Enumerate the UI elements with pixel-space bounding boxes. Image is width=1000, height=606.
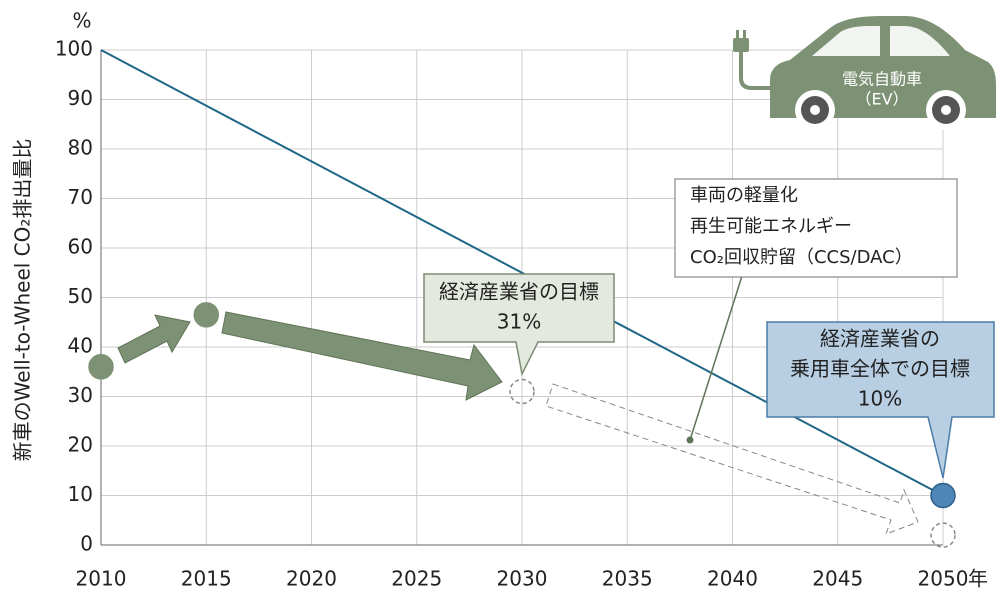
x-tick-label: 2035	[602, 567, 653, 591]
x-tick-label: 2050	[918, 567, 969, 591]
y-tick-label: 40	[68, 334, 93, 358]
marker	[930, 522, 956, 548]
y-tick-label: 90	[68, 86, 93, 110]
marker	[930, 482, 956, 509]
annotation-text: 10%	[858, 387, 902, 411]
projection-arrow	[545, 383, 919, 535]
y-tick-label: 50	[68, 284, 93, 308]
annotation-fleet-target: 経済産業省の 乗用車全体での目標 10%	[766, 321, 995, 479]
x-tick-label: 2045	[812, 567, 863, 591]
y-tick-label: 80	[68, 136, 93, 160]
x-unit: 年	[968, 567, 988, 591]
series-line	[100, 49, 944, 497]
y-tick-label: 100	[55, 37, 93, 61]
y-axis-label: 新車のWell-to-Wheel CO₂排出量比	[11, 139, 35, 462]
annotation-meti-target: 経済産業省の目標 31%	[423, 273, 615, 377]
annotation-text: 経済産業省の	[820, 327, 940, 351]
marker	[193, 302, 219, 328]
ev-icon: 電気自動車 （EV）	[733, 16, 996, 130]
x-tick-label: 2020	[286, 567, 337, 591]
x-tick-label: 2030	[497, 567, 548, 591]
y-tick-label: 0	[80, 532, 93, 556]
annotation-text: 乗用車全体での目標	[790, 357, 970, 381]
annotation-text: 再生可能エネルギー	[690, 216, 852, 237]
x-tick-label: 2040	[707, 567, 758, 591]
annotation-text: CO₂回収貯留（CCS/DAC）	[690, 247, 913, 268]
plot	[88, 49, 956, 548]
y-tick-label: 60	[68, 235, 93, 259]
x-tick-label: 2015	[181, 567, 232, 591]
x-tick-label: 2010	[76, 567, 127, 591]
y-tick-label: 20	[68, 433, 93, 457]
x-tick-label: 2025	[391, 567, 442, 591]
annotation-text: 車両の軽量化	[690, 185, 798, 206]
progress-arrow	[117, 314, 191, 364]
y-tick-label: 30	[68, 383, 93, 407]
ev-text: 電気自動車	[842, 70, 922, 89]
y-tick-label: 10	[68, 482, 93, 506]
annotation-measures: 車両の軽量化 再生可能エネルギー CO₂回収貯留（CCS/DAC）	[674, 178, 958, 444]
marker	[88, 354, 114, 380]
annotation-text: 31%	[497, 310, 541, 334]
ev-text: （EV）	[855, 90, 908, 109]
y-unit: %	[72, 9, 91, 33]
annotation-text: 経済産業省の目標	[439, 280, 599, 304]
progress-arrow	[221, 311, 503, 401]
marker	[509, 378, 535, 405]
y-tick-label: 70	[68, 185, 93, 209]
